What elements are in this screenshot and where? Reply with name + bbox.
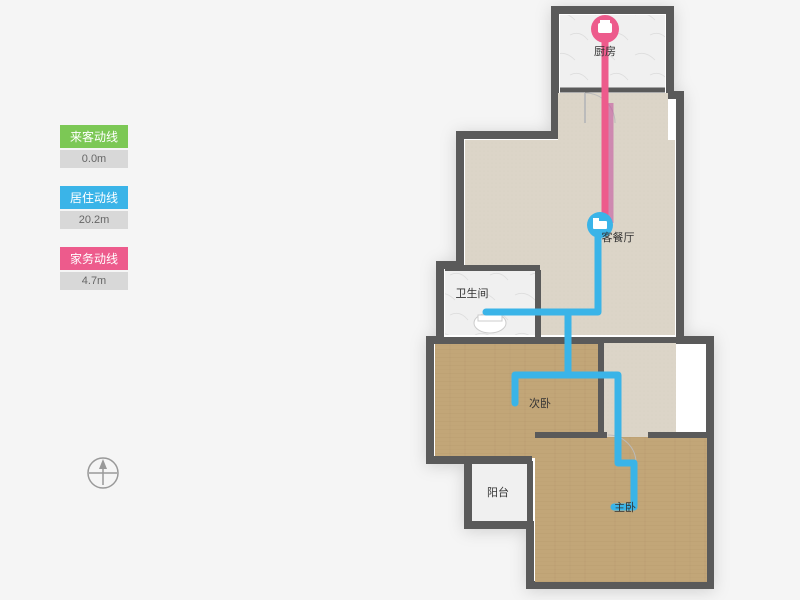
legend-label-chore: 家务动线 — [60, 247, 128, 270]
floorplan-diagram: 厨房 客餐厅 卫生间 次卧 主卧 阳台 — [390, 5, 790, 595]
label-secondbedroom: 次卧 — [529, 396, 551, 410]
legend-value-chore: 4.7m — [60, 272, 128, 290]
legend-item-guest: 来客动线 0.0m — [60, 125, 128, 168]
legend-value-guest: 0.0m — [60, 150, 128, 168]
legend-label-living: 居住动线 — [60, 186, 128, 209]
legend-item-chore: 家务动线 4.7m — [60, 247, 128, 290]
legend-value-living: 20.2m — [60, 211, 128, 229]
compass-icon — [85, 455, 121, 496]
legend-panel: 来客动线 0.0m 居住动线 20.2m 家务动线 4.7m — [60, 125, 128, 308]
legend-item-living: 居住动线 20.2m — [60, 186, 128, 229]
label-bathroom: 卫生间 — [456, 286, 489, 300]
label-balcony: 阳台 — [487, 485, 509, 499]
label-masterbedroom: 主卧 — [614, 501, 636, 514]
label-livingdining: 客餐厅 — [602, 230, 635, 244]
kitchen-icon — [591, 15, 619, 43]
label-kitchen: 厨房 — [594, 45, 616, 58]
legend-label-guest: 来客动线 — [60, 125, 128, 148]
